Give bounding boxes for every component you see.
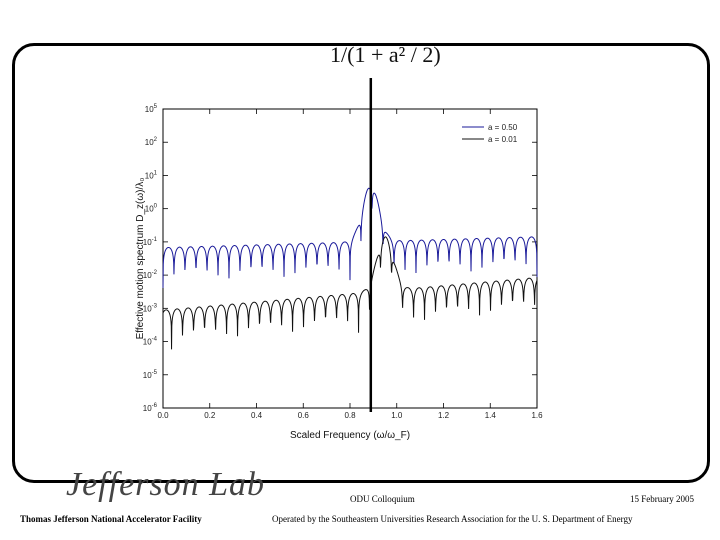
- y-tick-label: 102: [145, 137, 158, 147]
- legend-entry: a = 0.01: [488, 135, 518, 144]
- x-tick-label: 0.6: [298, 411, 310, 420]
- x-tick-label: 0.8: [344, 411, 356, 420]
- y-tick-label: 10-4: [143, 337, 158, 347]
- slide-frame: [12, 43, 710, 483]
- formula-label: 1/(1 + a² / 2): [330, 42, 441, 67]
- footer-event: ODU Colloquium: [350, 494, 415, 504]
- x-tick-label: 1.0: [391, 411, 403, 420]
- series-layer: [162, 78, 538, 412]
- x-tick-label: 0.0: [157, 411, 169, 420]
- y-tick-label: 101: [145, 170, 158, 180]
- y-tick-label: 10-5: [143, 370, 158, 380]
- series-line-2: [162, 236, 538, 350]
- y-tick-label: 10-3: [143, 303, 158, 313]
- jefferson-lab-logo: Jefferson Lab: [66, 466, 266, 503]
- x-tick-label: 0.4: [251, 411, 263, 420]
- series-line-1: [162, 187, 538, 288]
- y-tick-label: 105: [145, 104, 158, 114]
- x-axis-label: Scaled Frequency (ω/ω_F): [290, 430, 410, 441]
- footer-operator: Operated by the Southeastern Universitie…: [272, 514, 633, 524]
- x-tick-label: 0.2: [204, 411, 216, 420]
- footer-facility: Thomas Jefferson National Accelerator Fa…: [20, 514, 202, 524]
- x-tick-label: 1.2: [438, 411, 450, 420]
- y-tick-label: 10-2: [143, 270, 158, 280]
- y-tick-label: 10-1: [143, 237, 158, 247]
- legend-entry: a = 0.50: [488, 123, 518, 132]
- x-tick-label: 1.6: [531, 411, 543, 420]
- x-tick-label: 1.4: [485, 411, 497, 420]
- y-axis-label: Effective motion spectrum D_z(ω)/λ₀: [135, 178, 146, 340]
- footer-date: 15 February 2005: [630, 494, 694, 504]
- y-tick-label: 100: [145, 204, 158, 214]
- y-tick-label: 10-6: [143, 403, 158, 413]
- chart-labels: 0.0 0.2 0.4 0.6 0.8 1.0 1.2 1.4 1.6 105 102 101 100 1…: [135, 104, 543, 441]
